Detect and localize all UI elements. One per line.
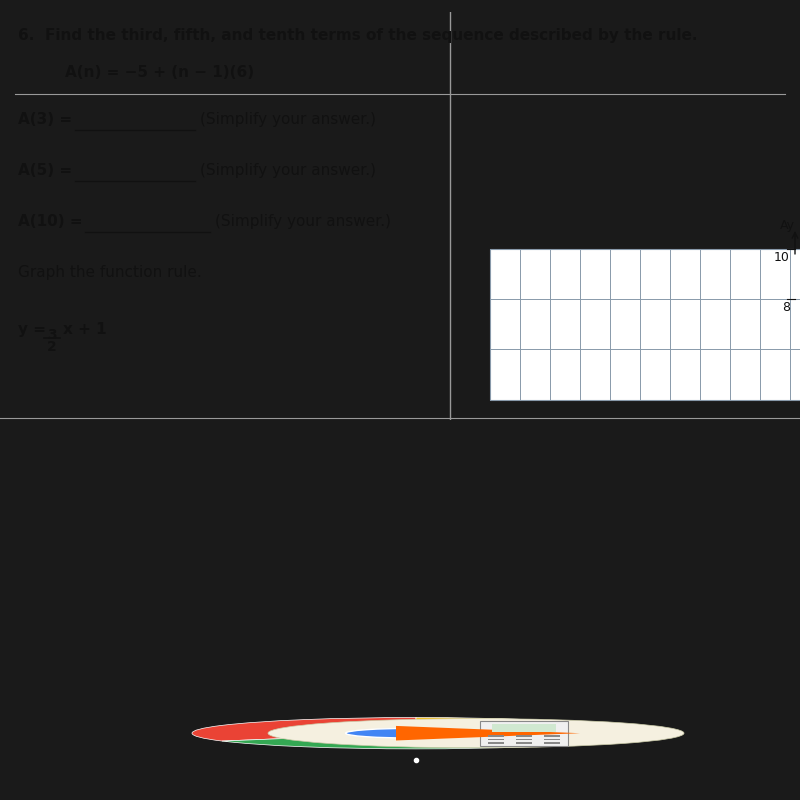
Circle shape [268,718,684,748]
Bar [490,249,800,400]
Polygon shape [396,726,580,741]
Text: 10: 10 [774,250,790,264]
Text: Ay: Ay [780,219,795,232]
Text: 3: 3 [47,328,57,342]
Text: A(10) =: A(10) = [18,214,82,229]
Bar [544,738,560,740]
Wedge shape [192,718,416,741]
Bar [488,742,504,744]
Bar [516,738,532,740]
Bar [516,742,532,744]
Bar [488,738,504,740]
Text: A(n) = −5 + (n − 1)(6): A(n) = −5 + (n − 1)(6) [65,65,254,80]
Bar [480,721,568,746]
Text: (Simplify your answer.): (Simplify your answer.) [215,214,391,229]
Text: (Simplify your answer.): (Simplify your answer.) [200,112,376,127]
Text: Find the third, fifth, and tenth terms of the sequence described by the rule.: Find the third, fifth, and tenth terms o… [45,28,698,43]
Bar [544,735,560,737]
Bar [492,724,556,732]
Wedge shape [222,735,610,749]
Text: Graph the function rule.: Graph the function rule. [18,265,202,280]
Bar [544,742,560,744]
Text: A(5) =: A(5) = [18,163,72,178]
Text: A(3) =: A(3) = [18,112,72,127]
Circle shape [346,728,486,738]
Text: 2: 2 [47,341,57,354]
Text: x + 1: x + 1 [63,322,106,337]
Wedge shape [416,718,640,741]
Text: 8: 8 [782,301,790,314]
Text: (Simplify your answer.): (Simplify your answer.) [200,163,376,178]
Bar [488,735,504,737]
Text: 6.: 6. [18,28,34,43]
Text: y =: y = [18,322,46,337]
Bar [516,735,532,737]
